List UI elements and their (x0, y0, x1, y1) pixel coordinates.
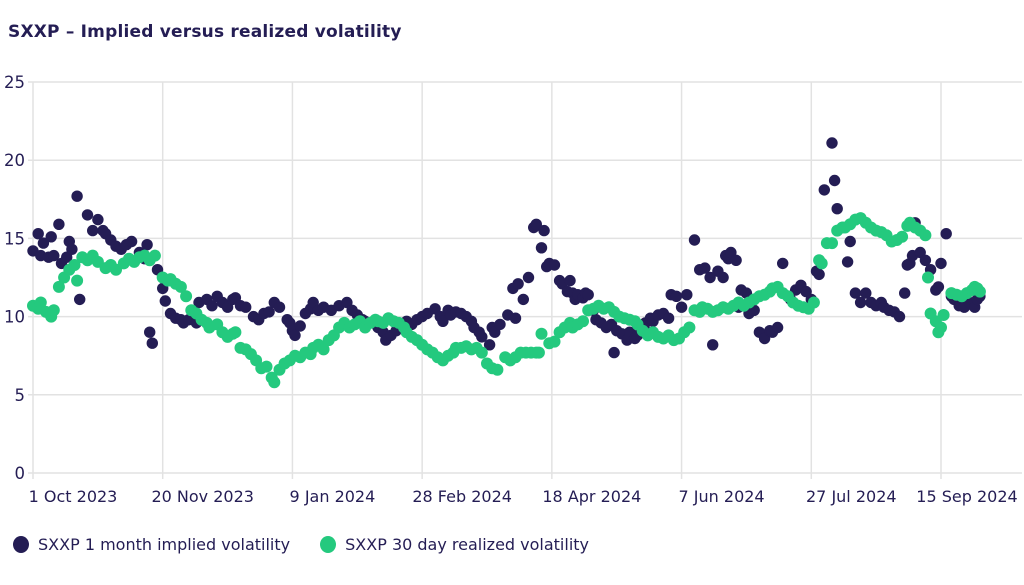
y-axis-labels: 0 5 10 15 20 25 (4, 73, 25, 483)
chart-title: SXXP – Implied versus realized volatilit… (8, 22, 402, 42)
svg-text:1 Oct 2023: 1 Oct 2023 (29, 487, 118, 506)
svg-text:20: 20 (4, 151, 25, 170)
implied-series-points (27, 137, 986, 359)
svg-text:10: 10 (4, 308, 25, 327)
x-axis-labels: 1 Oct 2023 20 Nov 2023 9 Jan 2024 28 Feb 20… (29, 487, 1018, 506)
svg-text:9 Jan 2024: 9 Jan 2024 (290, 487, 376, 506)
realized-series-points (27, 212, 986, 389)
svg-text:0: 0 (15, 464, 26, 483)
svg-text:27 Jul 2024: 27 Jul 2024 (806, 487, 897, 506)
legend-item-realized: SXXP 30 day realized volatility (320, 535, 589, 554)
svg-text:20 Nov 2023: 20 Nov 2023 (151, 487, 253, 506)
svg-text:15: 15 (4, 229, 25, 248)
realized-series-marker-icon (320, 536, 337, 553)
legend-item-implied: SXXP 1 month implied volatility (13, 535, 290, 554)
legend-label-realized: SXXP 30 day realized volatility (345, 535, 590, 554)
implied-series-marker-icon (13, 536, 29, 553)
svg-text:7 Jun 2024: 7 Jun 2024 (679, 487, 765, 506)
svg-text:28 Feb 2024: 28 Feb 2024 (412, 487, 512, 506)
chart-legend: SXXP 1 month implied volatility SXXP 30 … (13, 535, 589, 554)
legend-label-implied: SXXP 1 month implied volatility (38, 535, 291, 554)
gridlines (28, 81, 1022, 479)
volatility-scatter-chart: 0 5 10 15 20 25 1 Oct 2023 20 Nov 2023 9 Jan 202… (4, 73, 1022, 506)
svg-text:25: 25 (4, 73, 25, 92)
svg-text:15 Sep 2024: 15 Sep 2024 (916, 487, 1017, 506)
svg-text:18 Apr 2024: 18 Apr 2024 (542, 487, 641, 506)
svg-text:5: 5 (15, 386, 26, 405)
